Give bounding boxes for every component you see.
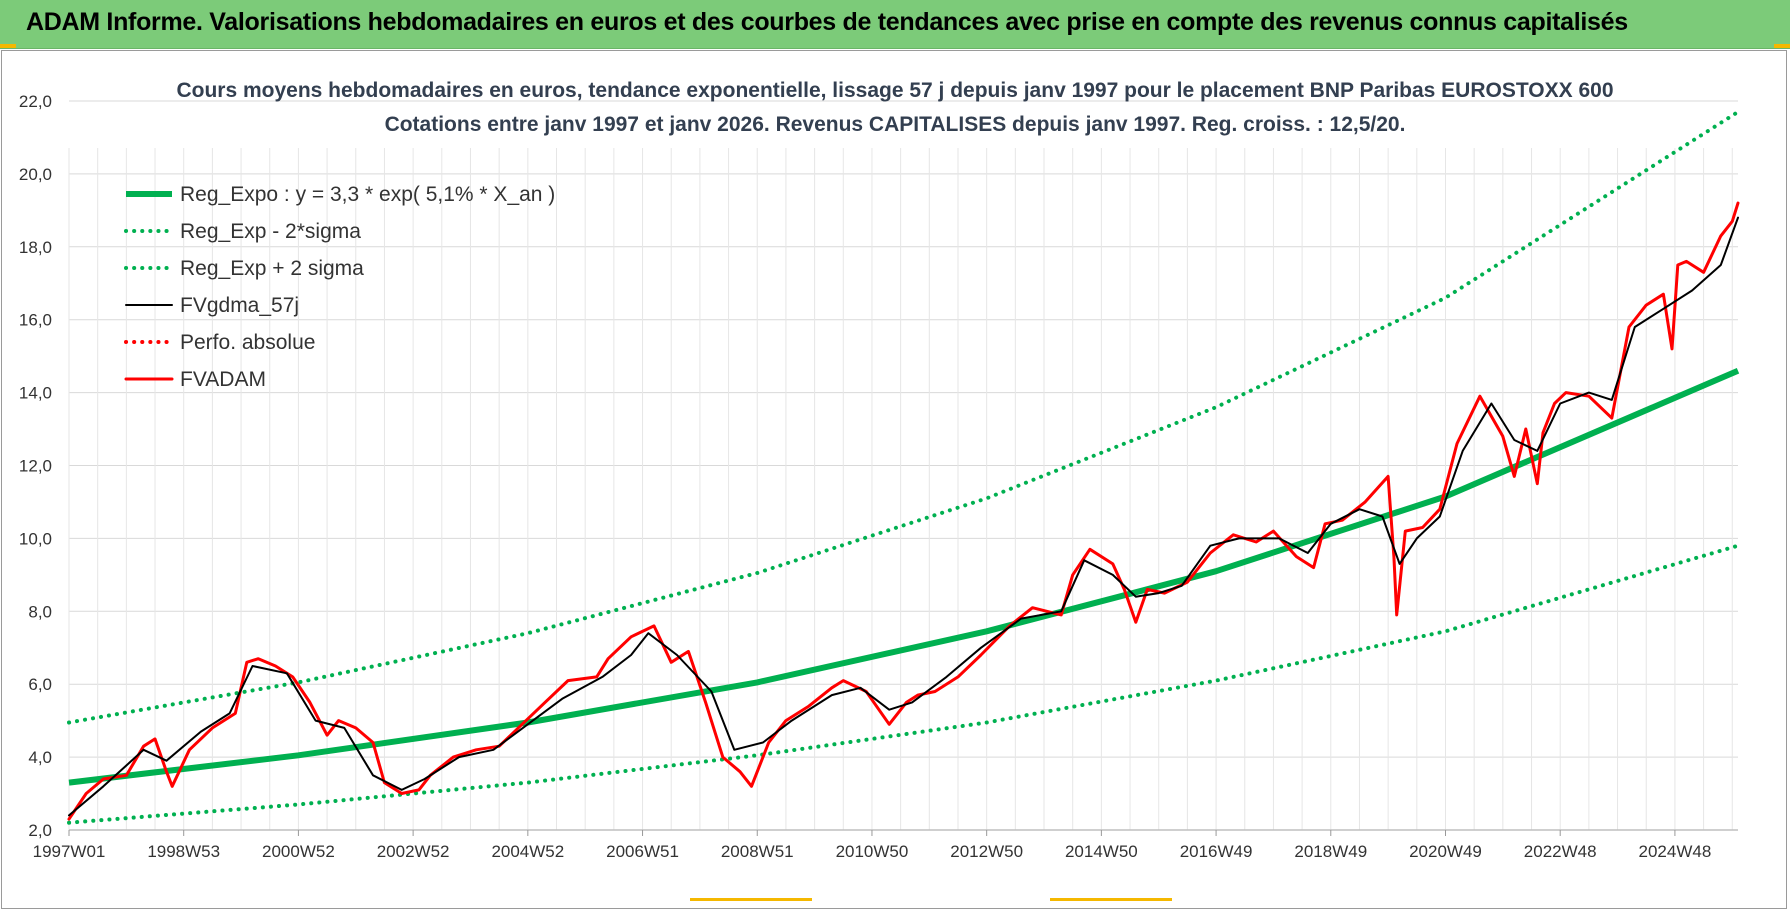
x-tick-label: 2024W48	[1639, 842, 1712, 861]
y-tick-label: 16,0	[19, 311, 52, 330]
x-tick-label: 2002W52	[377, 842, 450, 861]
legend-label: FVgdma_57j	[180, 294, 299, 317]
x-tick-label: 2020W49	[1409, 842, 1482, 861]
legend-label: Reg_Exp - 2*sigma	[180, 220, 361, 243]
x-tick-label: 2010W50	[836, 842, 909, 861]
series-line-0	[68, 367, 1740, 786]
y-tick-label: 8,0	[28, 602, 52, 621]
x-tick-label: 1997W01	[33, 842, 106, 861]
chart-frame	[1, 50, 1787, 909]
y-tick-label: 10,0	[19, 529, 52, 548]
legend-label: FVADAM	[180, 368, 266, 391]
x-tick-label: 2014W50	[1065, 842, 1138, 861]
chart-subtitle: Cotations entre janv 1997 et janv 2026. …	[385, 113, 1406, 136]
corner-marker-top-right	[1774, 44, 1790, 48]
series-line-1	[67, 543, 1740, 825]
x-tick-label: 2022W48	[1524, 842, 1597, 861]
corner-marker-top-left	[0, 44, 16, 48]
y-tick-label: 20,0	[19, 165, 52, 184]
legend-label: Reg_Exp + 2 sigma	[180, 257, 364, 280]
y-tick-label: 2,0	[28, 821, 52, 840]
x-tick-label: 1998W53	[147, 842, 220, 861]
bottom-highlight-right	[1050, 898, 1172, 901]
y-tick-label: 6,0	[28, 675, 52, 694]
x-tick-label: 2004W52	[491, 842, 564, 861]
x-tick-label: 2016W49	[1180, 842, 1253, 861]
x-tick-label: 2006W51	[606, 842, 679, 861]
x-tick-label: 2018W49	[1294, 842, 1367, 861]
y-tick-label: 18,0	[19, 238, 52, 257]
series-line-2	[67, 109, 1740, 725]
y-tick-label: 12,0	[19, 457, 52, 476]
series-line-3	[68, 216, 1739, 817]
x-tick-label: 2008W51	[721, 842, 794, 861]
x-tick-label: 2000W52	[262, 842, 335, 861]
y-tick-label: 14,0	[19, 384, 52, 403]
legend-label: Perfo. absolue	[180, 331, 315, 354]
bottom-highlight-left	[690, 898, 812, 901]
x-tick-label: 2012W50	[950, 842, 1023, 861]
y-tick-label: 22,0	[19, 92, 52, 111]
chart-series	[67, 109, 1740, 825]
report-banner-title: ADAM Informe. Valorisations hebdomadaire…	[26, 8, 1628, 36]
chart-axes: 2,0 4,0 6,0 8,0 10,0 12,0 14,0 16,0 18,0 20,0 22,0…	[19, 92, 1738, 861]
chart-title: Cours moyens hebdomadaires en euros, ten…	[176, 79, 1613, 102]
legend-label: Reg_Expo : y = 3,3 * exp( 5,1% * X_an )	[180, 183, 555, 206]
report-banner: ADAM Informe. Valorisations hebdomadaire…	[0, 0, 1790, 49]
y-tick-label: 4,0	[28, 748, 52, 767]
series-line-5	[67, 201, 1740, 821]
chart-legend: Reg_Expo : y = 3,3 * exp( 5,1% * X_an ) R…	[124, 183, 555, 391]
